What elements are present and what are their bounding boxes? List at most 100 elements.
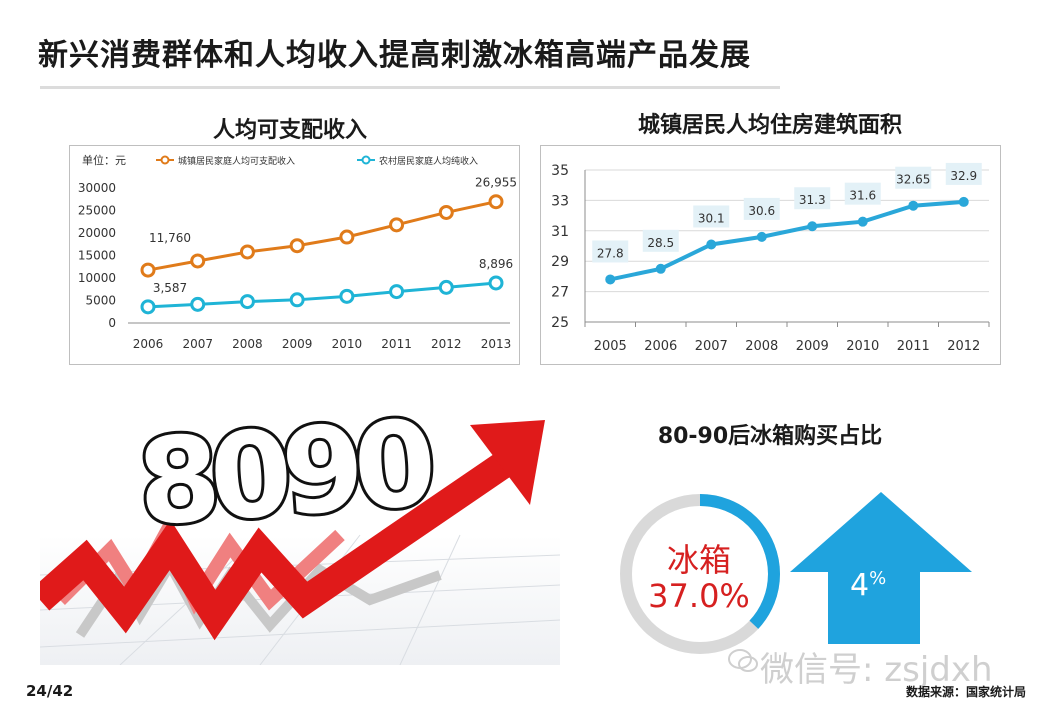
illustration-8090-text: 8090 [133,394,435,552]
data-source-note: 数据来源：国家统计局 [906,685,1027,699]
title-divider [40,86,780,89]
housing-data-label-box [642,229,679,252]
housing-data-point [756,231,767,242]
housing-y-tick-label: 31 [551,224,569,240]
housing-data-point [807,221,818,232]
main-red-arrow-body [40,448,518,641]
housing-y-tick-label: 29 [551,254,569,270]
income-y-tick-label: 25000 [78,204,116,218]
data-point [140,262,156,278]
housing-data-label: 30.6 [748,204,775,218]
housing-x-tick-label: 2006 [644,339,677,354]
data-point [438,279,454,295]
housing-data-point [958,196,969,207]
arrow-unit: % [869,568,887,589]
housing-data-label-box [794,187,831,210]
page-number: 24/42 [26,682,74,700]
housing-data-label: 30.1 [698,211,725,225]
housing-y-tick-label: 35 [551,163,569,179]
housing-series-line [609,199,964,282]
legend-swatch-marker [160,155,170,165]
housing-data-label: 28.5 [647,236,674,250]
housing-x-tick-label: 2010 [846,339,879,354]
income-x-tick-label: 2006 [133,337,164,351]
income-x-tick-label: 2009 [282,337,313,351]
data-point [389,217,405,233]
watermark: 微信号: zsjdxh [760,650,993,690]
income-y-tick-label: 10000 [78,271,116,285]
housing-data-label: 32.65 [896,173,930,187]
housing-chart-title: 城镇居民人均住房建筑面积 [637,113,902,138]
share-up-arrow [790,492,972,644]
housing-x-tick-label: 2008 [745,339,778,354]
data-point [190,253,206,269]
series-line-0 [147,200,497,272]
income-x-tick-label: 2011 [381,337,412,351]
data-point [239,294,255,310]
data-point [289,292,305,308]
housing-data-point [908,200,919,211]
main-red-arrow-head [470,420,545,505]
donut-value-arc [620,494,780,654]
data-point [289,238,305,254]
data-point [190,296,206,312]
housing-data-label: 31.3 [799,193,826,207]
income-x-tick-label: 2007 [182,337,213,351]
housing-data-label-box [895,166,932,189]
data-point [438,204,454,220]
income-y-tick-label: 20000 [78,226,116,240]
housing-data-point [655,263,666,274]
housing-data-label: 32.9 [950,169,977,183]
housing-data-label: 27.8 [597,246,624,260]
share-section-title: 80-90后冰箱购买占比 [657,424,883,449]
housing-x-tick-label: 2007 [695,339,728,354]
income-x-tick-label: 2010 [332,337,363,351]
housing-data-label-box [945,162,982,185]
housing-x-tick-label: 2005 [594,339,627,354]
legend-swatch-marker [361,155,371,165]
housing-data-label-box [743,197,780,220]
income-x-tick-label: 2008 [232,337,263,351]
income-chart: 单位：元 0 5000 10000 15000 20000 25000 30000 2006 20… [69,145,520,365]
income-y-tick-label: 30000 [78,181,116,195]
housing-chart-svg: 25 27 29 31 33 35 2005 2006 2007 2008 2009 2010 2011… [551,162,990,354]
housing-x-tick-label: 2011 [897,339,930,354]
wechat-icon [728,649,758,672]
data-point [389,284,405,300]
donut-value-label: 37.0% [648,577,750,615]
growth-arrow-illustration: 8090 [40,391,560,665]
data-point [239,244,255,260]
legend-label: 城镇居民家庭人均可支配收入 [178,155,295,167]
up-arrow-shape [790,492,972,644]
housing-data-point [857,216,868,227]
income-x-tick-label: 2013 [481,337,512,351]
income-chart-svg: 单位：元 0 5000 10000 15000 20000 25000 30000 2006 20… [78,153,517,351]
housing-data-point [706,239,717,250]
series-line-1 [147,281,497,309]
data-point [339,229,355,245]
income-y-tick-label: 15000 [78,249,116,263]
housing-data-label-box [844,182,881,205]
data-label: 11,760 [149,231,191,245]
housing-chart: 25 27 29 31 33 35 2005 2006 2007 2008 2009 2010 2011… [540,145,1001,365]
data-point [339,288,355,304]
housing-data-label: 31.6 [849,189,876,203]
income-unit-label: 单位：元 [82,153,126,167]
page-title: 新兴消费群体和人均收入提高刺激冰箱高端产品发展 [38,38,751,73]
housing-y-tick-label: 27 [551,285,569,301]
housing-x-tick-label: 2009 [796,339,829,354]
housing-y-tick-label: 25 [551,315,569,331]
donut-category-label: 冰箱 [666,541,731,579]
housing-data-point [605,274,616,285]
income-y-tick-label: 0 [108,316,116,330]
housing-x-tick-label: 2012 [947,339,980,354]
income-chart-title: 人均可支配收入 [212,118,367,143]
housing-data-label-box [592,240,629,263]
data-point [140,299,156,315]
data-label: 3,587 [153,281,187,295]
data-label: 26,955 [475,176,517,190]
income-x-tick-label: 2012 [431,337,462,351]
share-donut-chart [620,494,780,654]
arrow-value-label: 4% [850,568,886,603]
income-y-tick-label: 5000 [85,294,116,308]
